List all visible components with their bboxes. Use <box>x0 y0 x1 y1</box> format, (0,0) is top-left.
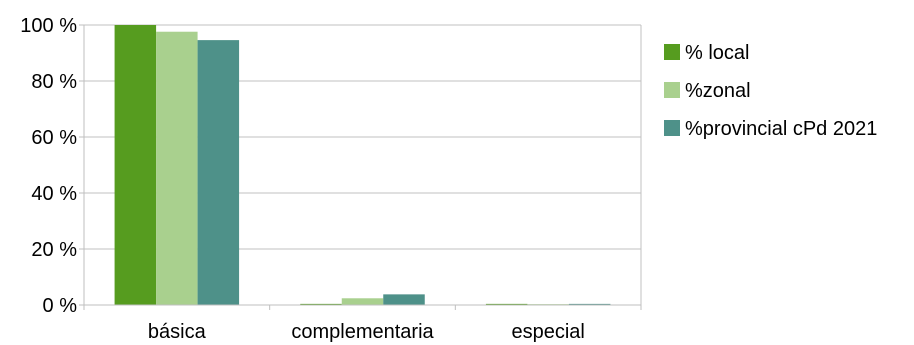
bar-complementaria-1 <box>341 298 384 305</box>
legend: % local %zonal %provincial cPd 2021 <box>664 42 877 140</box>
bar-especial-0 <box>485 303 528 305</box>
bar-básica-0 <box>114 25 157 305</box>
x-tick-label-especial: especial <box>511 321 584 343</box>
legend-label: %zonal <box>685 80 751 102</box>
x-tick-label-complementaria: complementaria <box>291 321 434 343</box>
x-tick-label-básica: básica <box>148 321 207 343</box>
legend-label: % local <box>685 42 749 64</box>
bar-complementaria-0 <box>300 303 342 305</box>
legend-swatch <box>664 120 680 136</box>
y-tick-label: 40 % <box>31 183 77 205</box>
legend-swatch <box>664 44 680 60</box>
y-tick-label: 20 % <box>31 239 77 261</box>
y-tick-label: 100 % <box>20 15 77 37</box>
bar-básica-1 <box>156 31 198 305</box>
y-tick-label: 80 % <box>31 71 77 93</box>
y-axis-tick-labels: 0 % 20 % 40 % 60 % 80 % 100 % <box>20 15 77 317</box>
bar-básica-2 <box>197 40 240 306</box>
bars <box>114 25 611 306</box>
legend-label: %provincial cPd 2021 <box>685 118 877 140</box>
y-tick-label: 0 % <box>43 295 78 317</box>
axes <box>79 24 642 310</box>
x-axis-tick-labels: básica complementaria especial <box>148 321 585 343</box>
y-tick-label: 60 % <box>31 127 77 149</box>
bar-especial-2 <box>568 303 611 305</box>
legend-swatch <box>664 82 680 98</box>
bar-complementaria-2 <box>383 294 425 305</box>
